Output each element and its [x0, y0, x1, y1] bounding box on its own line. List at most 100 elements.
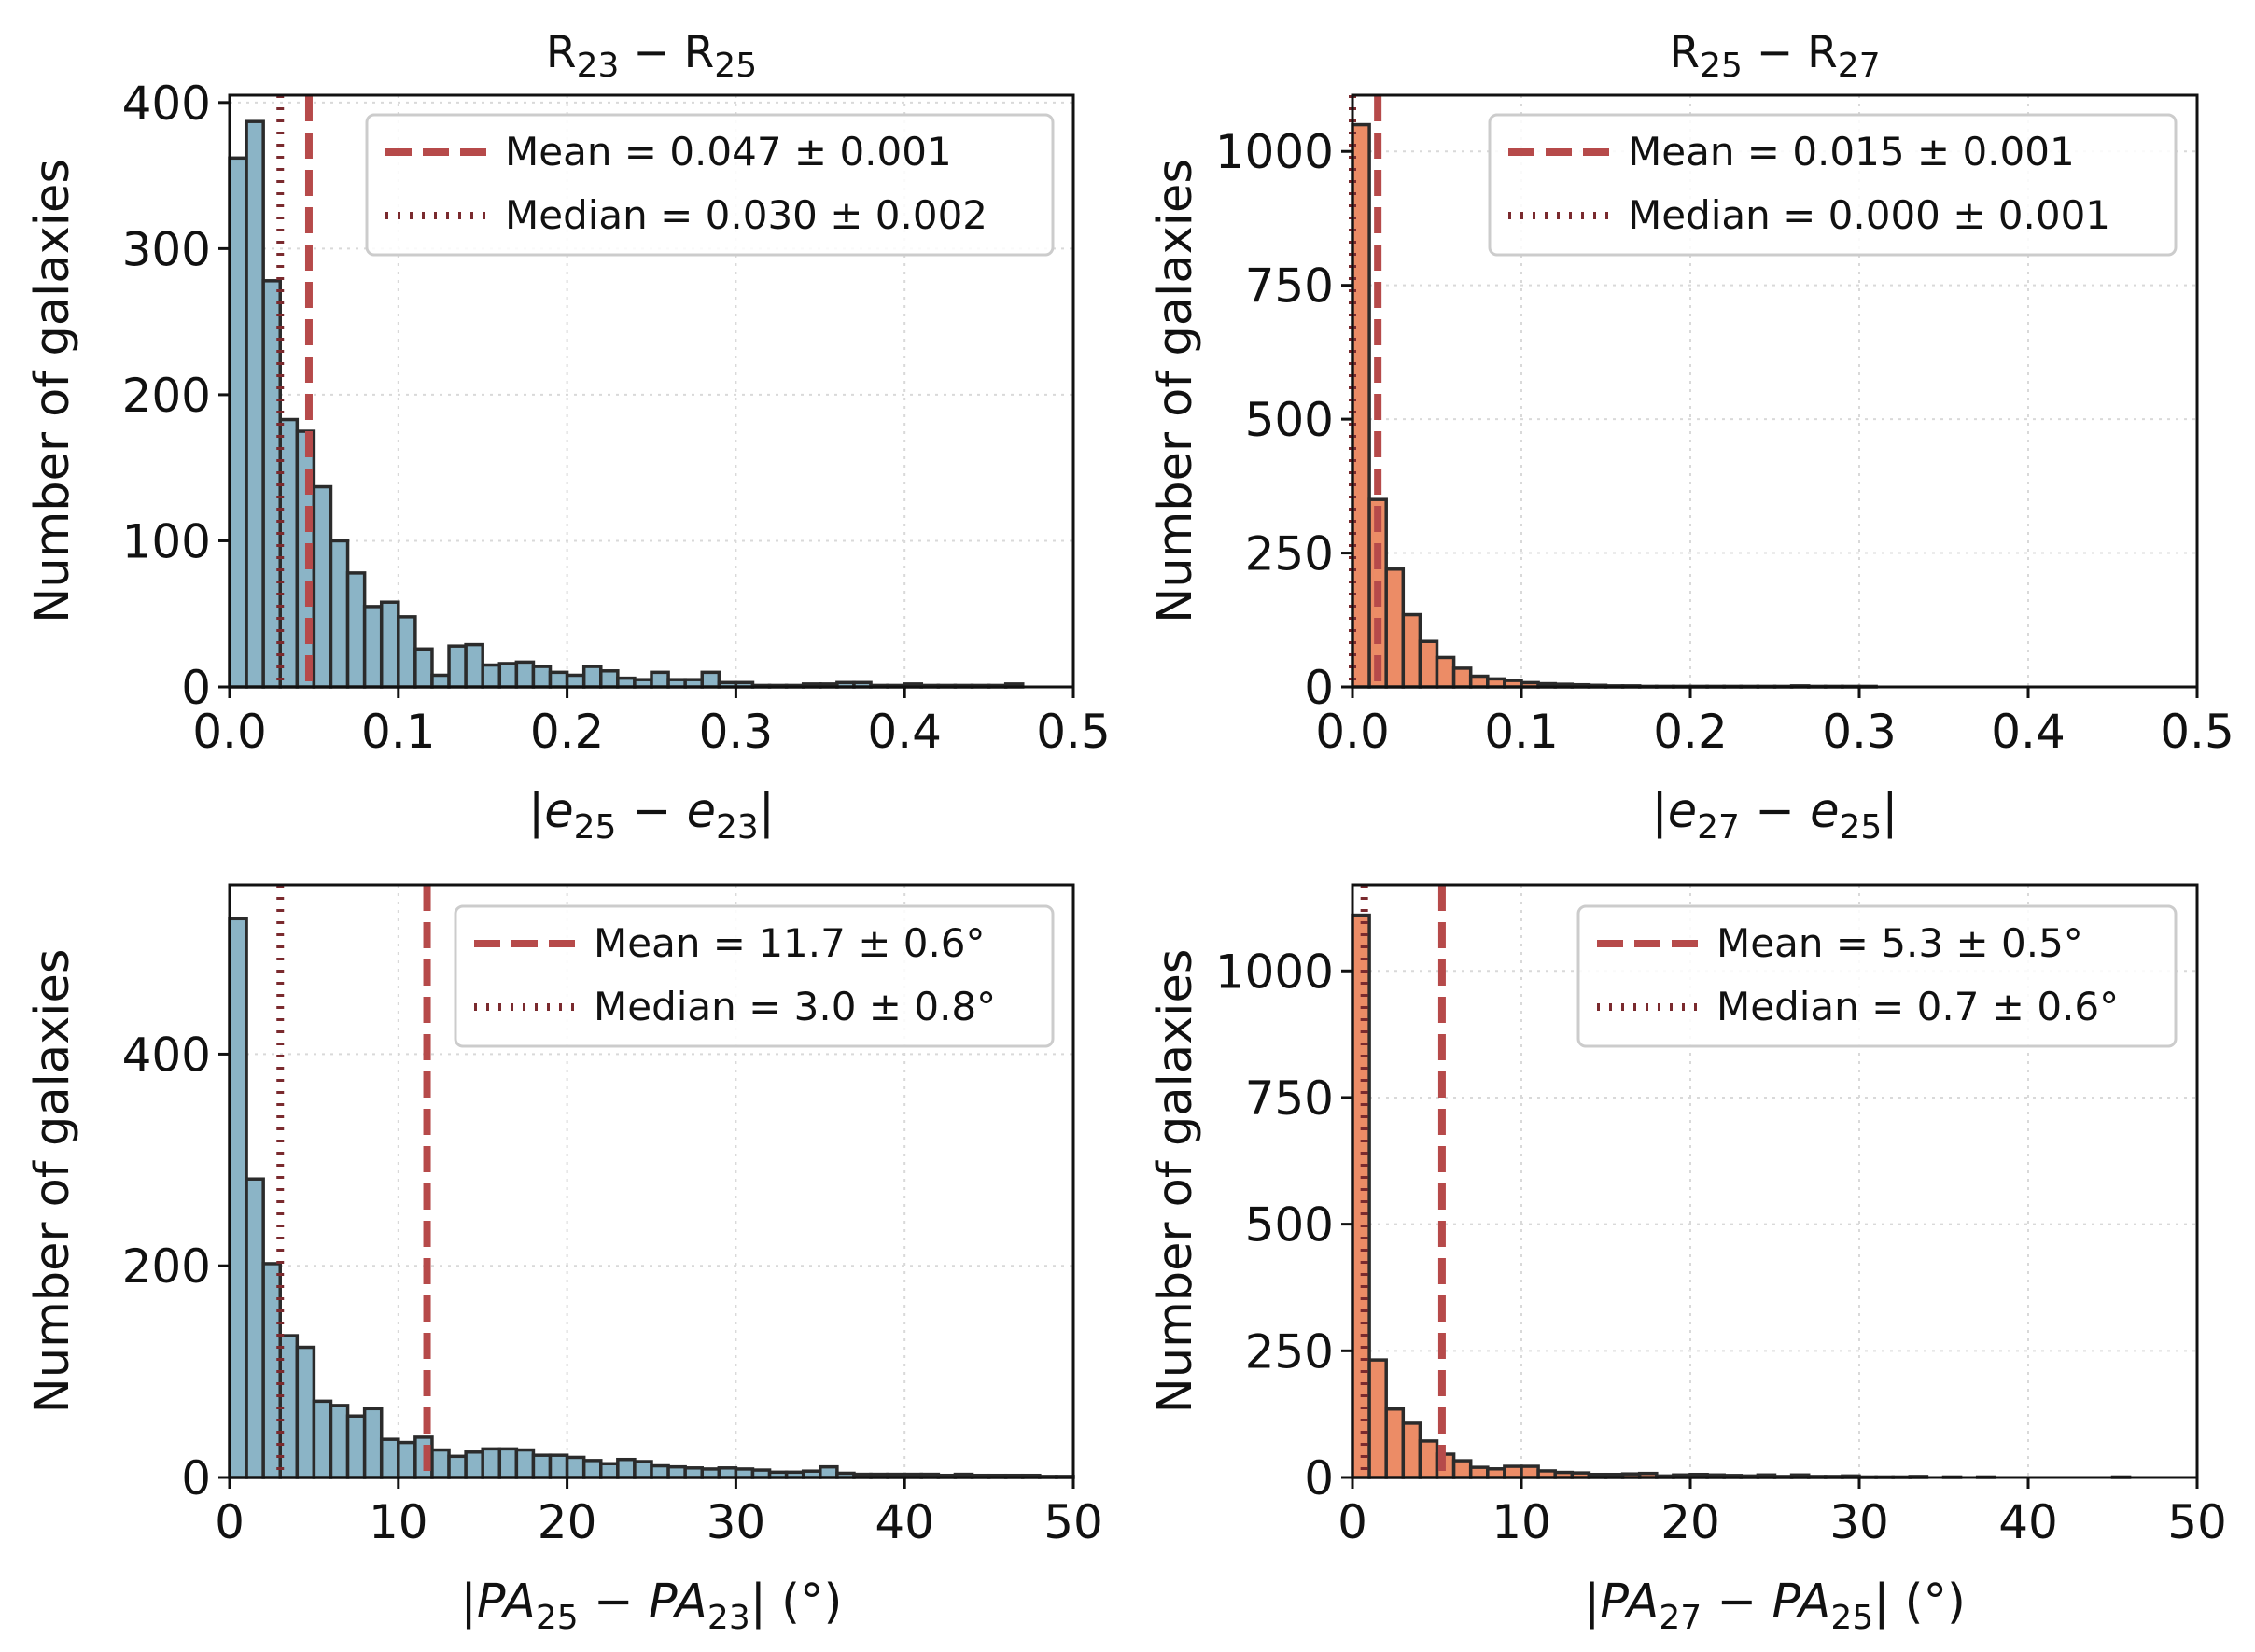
- x-tick-label: 0.3: [1822, 705, 1897, 759]
- y-tick-label: 400: [122, 1028, 211, 1082]
- x-axis-label-subscript: 25: [536, 1599, 579, 1637]
- bar: [1351, 122, 1371, 689]
- bar: [700, 670, 721, 689]
- bar: [362, 605, 384, 689]
- title-part: − R: [1743, 27, 1838, 78]
- x-axis-label-subscript: 25: [574, 808, 617, 847]
- x-axis-label-subscript: 25: [1830, 1599, 1873, 1637]
- bar: [633, 1460, 653, 1479]
- bar: [616, 1457, 637, 1479]
- x-axis-label-part: e: [687, 784, 716, 839]
- bar: [548, 670, 569, 689]
- x-tick-label: 0.4: [867, 705, 942, 759]
- bar: [1367, 1358, 1388, 1479]
- bar: [565, 673, 586, 689]
- x-axis-label-part: |: [1584, 1575, 1600, 1630]
- bar: [1384, 567, 1406, 689]
- x-tick-label: 0: [215, 1495, 245, 1549]
- bar: [481, 1447, 502, 1479]
- bar: [1468, 674, 1490, 689]
- legend-box: [454, 904, 1055, 1048]
- x-axis-label-subscript: 27: [1659, 1599, 1702, 1637]
- bar: [228, 156, 248, 689]
- y-axis-label: Number of galaxies: [1148, 159, 1203, 623]
- bar: [514, 1448, 536, 1479]
- bar: [345, 571, 367, 689]
- x-tick-label: 0.4: [1991, 705, 2066, 759]
- y-tick-label: 500: [1245, 1198, 1334, 1253]
- x-tick-label: 20: [1660, 1495, 1720, 1549]
- x-axis-label-part: |: [759, 784, 775, 839]
- y-tick-label: 400: [122, 77, 211, 131]
- x-tick-label: 40: [1998, 1495, 2058, 1549]
- bar: [1520, 1464, 1540, 1479]
- legend: Mean = 0.047 ± 0.001 Median = 0.030 ± 0.0…: [365, 113, 1055, 257]
- x-tick-label: 10: [1492, 1495, 1551, 1549]
- x-tick-label: 0.0: [1315, 705, 1390, 759]
- x-axis-label-part: |: [528, 784, 544, 839]
- legend-mean-label: Mean = 5.3 ± 0.5°: [1716, 920, 2083, 966]
- y-tick-label: 300: [122, 222, 211, 276]
- bar: [329, 1404, 350, 1479]
- x-axis-label-part: −: [1702, 1575, 1772, 1630]
- bar: [497, 662, 519, 689]
- bar: [447, 1454, 468, 1479]
- bar: [1503, 1464, 1523, 1479]
- title-subscript: 25: [1700, 47, 1743, 85]
- y-tick-label: 1000: [1215, 125, 1334, 179]
- x-tick-label: 0.5: [2160, 705, 2234, 759]
- x-axis-label-part: |: [1882, 784, 1898, 839]
- x-axis-label: |PA27 − PA25| (°): [1584, 1575, 1966, 1637]
- y-tick-label: 750: [1245, 259, 1334, 314]
- x-tick-label: 0: [1338, 1495, 1367, 1549]
- legend: Mean = 11.7 ± 0.6° Median = 3.0 ± 0.8°: [454, 904, 1055, 1048]
- bar: [1451, 1459, 1473, 1479]
- bar: [666, 1464, 687, 1479]
- bar: [397, 615, 417, 689]
- bar: [531, 1453, 553, 1479]
- legend: Mean = 5.3 ± 0.5° Median = 0.7 ± 0.6°: [1576, 904, 2178, 1048]
- x-axis-label-subscript: 27: [1697, 808, 1740, 847]
- bar: [397, 1440, 417, 1479]
- title-part: R: [1669, 27, 1700, 78]
- x-axis-label-part: e: [544, 784, 573, 839]
- bar: [1401, 612, 1422, 689]
- bar: [531, 665, 553, 689]
- bar: [379, 600, 400, 689]
- x-axis-label-part: −: [616, 784, 686, 839]
- panel-title: R23 − R25: [546, 27, 757, 85]
- x-tick-label: 0.2: [530, 705, 605, 759]
- title-subscript: 23: [577, 47, 620, 85]
- x-tick-label: 20: [538, 1495, 597, 1549]
- bar: [362, 1407, 384, 1479]
- x-axis-label-part: | (°): [1873, 1575, 1966, 1630]
- bar: [245, 119, 265, 689]
- bar: [650, 1463, 670, 1479]
- bar: [295, 1345, 316, 1479]
- x-axis-label: |e27 − e25|: [1652, 784, 1898, 847]
- bar: [413, 647, 434, 689]
- y-tick-label: 100: [122, 514, 211, 568]
- bar: [481, 663, 502, 689]
- bar: [430, 673, 451, 689]
- x-axis-label-part: PA: [649, 1575, 707, 1630]
- legend-mean-label: Mean = 0.015 ± 0.001: [1628, 129, 2075, 175]
- y-tick-label: 0: [1304, 661, 1334, 715]
- title-part: − R: [619, 27, 714, 78]
- legend-mean-label: Mean = 11.7 ± 0.6°: [594, 920, 986, 966]
- x-axis-label-part: e: [1810, 784, 1839, 839]
- panel-title: R25 − R27: [1669, 27, 1880, 85]
- y-tick-label: 0: [181, 1451, 211, 1505]
- y-tick-label: 0: [181, 661, 211, 715]
- y-tick-label: 250: [1245, 1324, 1334, 1379]
- bar: [581, 665, 603, 689]
- bar: [430, 1448, 451, 1479]
- bar: [819, 1464, 839, 1479]
- x-tick-label: 0.0: [192, 705, 267, 759]
- y-axis-label: Number of galaxies: [1148, 949, 1203, 1414]
- bar: [345, 1414, 367, 1479]
- x-tick-label: 0.1: [361, 705, 436, 759]
- legend-median-label: Median = 3.0 ± 0.8°: [594, 984, 996, 1029]
